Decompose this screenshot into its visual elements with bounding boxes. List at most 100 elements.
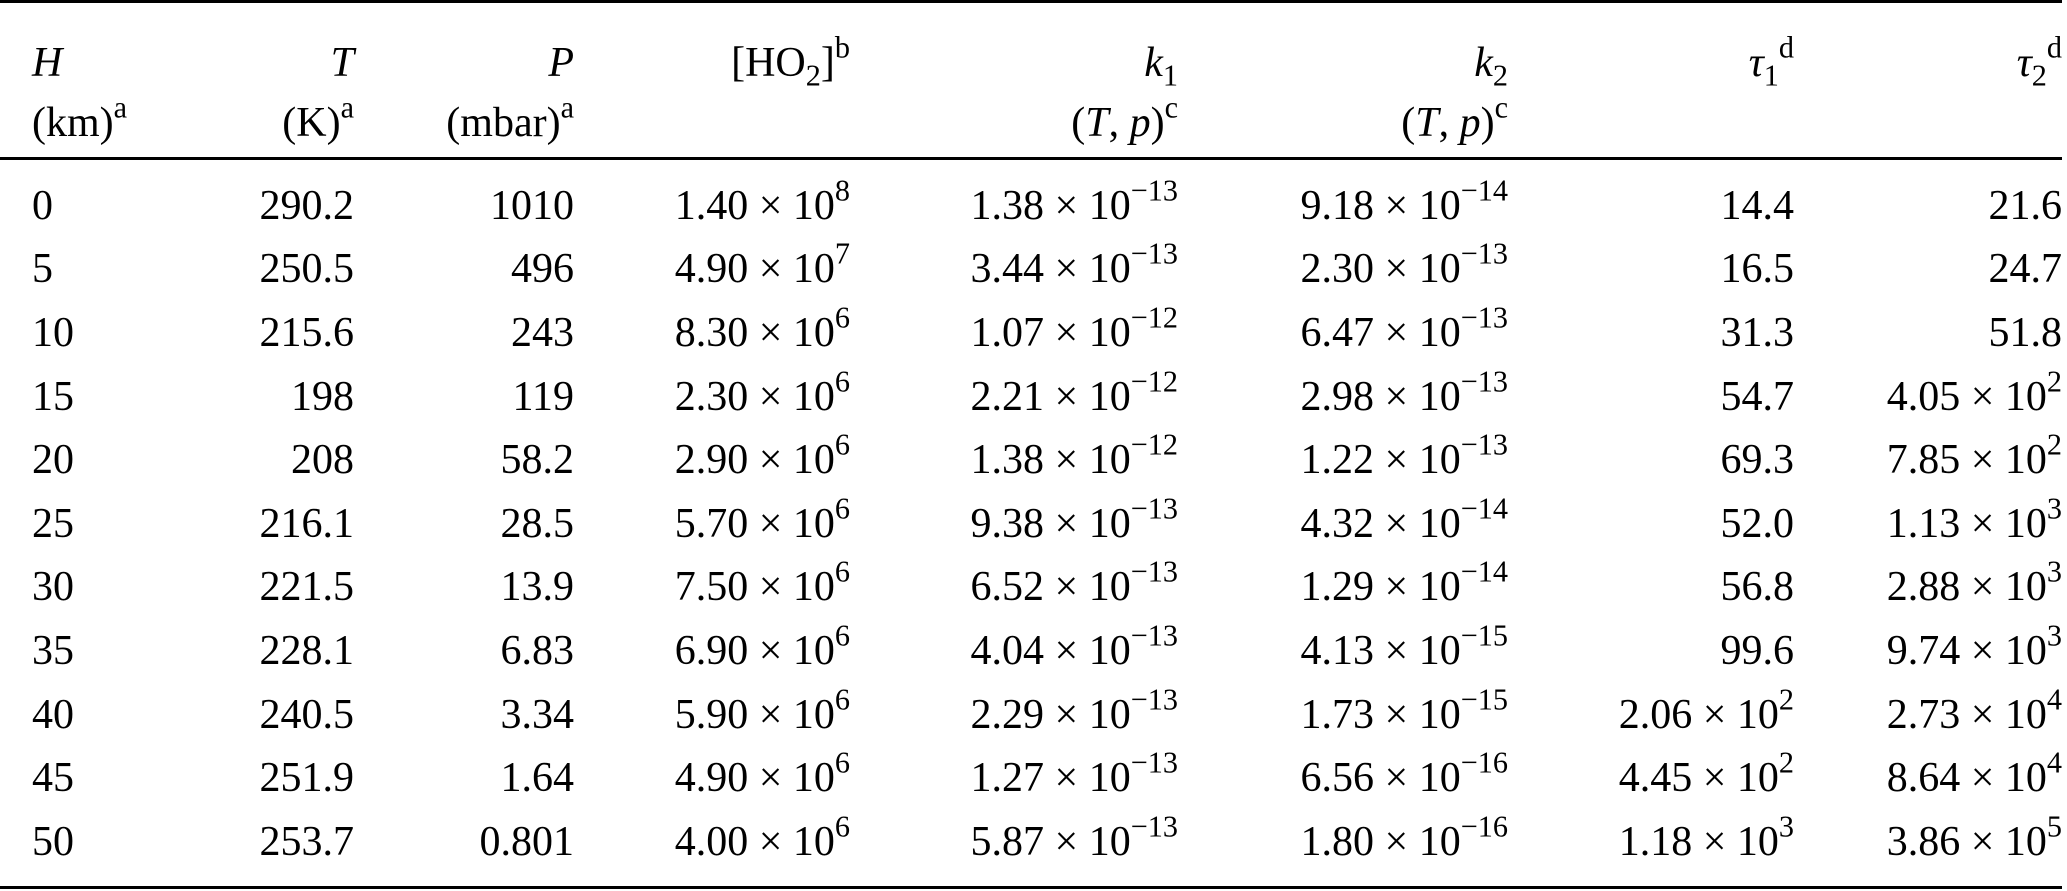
cell-k2: 6.56 × 10−16 <box>1300 745 1508 802</box>
cell-k1: 3.44 × 10−13 <box>970 236 1178 293</box>
cell-temperature: 290.2 <box>259 182 355 229</box>
cell-k1: 4.04 × 10−13 <box>970 618 1178 674</box>
cell-tau1: 1.18 × 103 <box>1618 809 1794 865</box>
cell-tau1: 56.8 <box>1720 564 1795 611</box>
table-row: 25 216.1 28.5 5.70 × 106 9.38 × 10−13 4.32 × … <box>0 492 2067 556</box>
header-pressure-unit: (mbar)a <box>446 90 574 146</box>
cell-temperature: 216.1 <box>259 500 355 547</box>
cell-temperature: 240.5 <box>259 691 355 738</box>
cell-ho2: 5.70 × 106 <box>674 491 850 547</box>
cell-k2: 1.29 × 10−14 <box>1300 554 1508 611</box>
header-tau2: τ2d <box>2016 30 2062 93</box>
table-row: 40 240.5 3.34 5.90 × 106 2.29 × 10−13 1.73 × … <box>0 683 2067 747</box>
cell-pressure: 1.64 <box>500 755 575 802</box>
table-body: 0 290.2 1010 1.40 × 108 1.38 × 10−13 9.18 × 1… <box>0 160 2067 874</box>
header-tau1: τ1d <box>1748 30 1794 93</box>
cell-pressure: 3.34 <box>500 691 575 738</box>
cell-k1: 6.52 × 10−13 <box>970 554 1178 611</box>
header-k1: k1 <box>1144 40 1178 93</box>
cell-ho2: 8.30 × 106 <box>674 300 850 356</box>
cell-ho2: 7.50 × 106 <box>674 554 850 611</box>
cell-temperature: 215.6 <box>259 309 355 356</box>
cell-k2: 2.98 × 10−13 <box>1300 363 1508 420</box>
cell-tau1: 2.06 × 102 <box>1618 681 1794 738</box>
cell-k2: 9.18 × 10−14 <box>1300 173 1508 229</box>
cell-pressure: 58.2 <box>500 437 575 484</box>
cell-k2: 6.47 × 10−13 <box>1300 300 1508 356</box>
cell-k1: 1.38 × 10−13 <box>970 173 1178 229</box>
header-ho2-unit <box>574 84 850 160</box>
header-k2-unit: (T, p)c <box>1401 90 1508 146</box>
cell-tau1: 4.45 × 102 <box>1618 745 1794 802</box>
table-row: 50 253.7 0.801 4.00 × 106 5.87 × 10−13 1.80 ×… <box>0 810 2067 874</box>
cell-altitude: 15 <box>32 373 74 420</box>
table-row: 30 221.5 13.9 7.50 × 106 6.52 × 10−13 1.29 × … <box>0 556 2067 620</box>
header-row-units: (km)a (K)a (mbar)a (T, p)c (T, p)c <box>0 84 2067 160</box>
cell-tau1: 69.3 <box>1720 437 1795 484</box>
cell-tau2: 1.13 × 103 <box>1886 491 2062 547</box>
cell-pressure: 243 <box>511 309 574 356</box>
cell-altitude: 30 <box>32 564 74 611</box>
cell-pressure: 1010 <box>490 182 574 229</box>
cell-ho2: 4.90 × 107 <box>674 236 850 293</box>
cell-ho2: 4.00 × 106 <box>674 809 850 865</box>
cell-altitude: 45 <box>32 755 74 802</box>
cell-ho2: 1.40 × 108 <box>674 173 850 229</box>
header-k1-unit: (T, p)c <box>1071 90 1178 146</box>
header-ho2: [HO2]b <box>731 30 850 93</box>
cell-tau2: 4.05 × 102 <box>1886 363 2062 420</box>
header-tau2-unit <box>1794 84 2067 160</box>
cell-k1: 1.27 × 10−13 <box>970 745 1178 802</box>
cell-k1: 1.38 × 10−12 <box>970 427 1178 484</box>
cell-tau2: 24.7 <box>1988 246 2063 293</box>
cell-altitude: 25 <box>32 500 74 547</box>
cell-tau1: 52.0 <box>1720 500 1795 547</box>
cell-k2: 1.22 × 10−13 <box>1300 427 1508 484</box>
cell-pressure: 13.9 <box>500 564 575 611</box>
cell-temperature: 253.7 <box>259 818 355 865</box>
cell-tau2: 8.64 × 104 <box>1886 745 2062 802</box>
cell-k2: 4.32 × 10−14 <box>1300 491 1508 547</box>
table-row: 45 251.9 1.64 4.90 × 106 1.27 × 10−13 6.56 × … <box>0 746 2067 810</box>
cell-altitude: 40 <box>32 691 74 738</box>
cell-k2: 4.13 × 10−15 <box>1300 618 1508 674</box>
cell-tau2: 51.8 <box>1988 309 2063 356</box>
cell-ho2: 5.90 × 106 <box>674 681 850 738</box>
header-temperature-unit: (K)a <box>282 90 354 146</box>
cell-temperature: 251.9 <box>259 755 355 802</box>
header-rule <box>0 157 2062 160</box>
cell-temperature: 221.5 <box>259 564 355 611</box>
table-row: 15 198 119 2.30 × 106 2.21 × 10−12 2.98 × 10−… <box>0 365 2067 429</box>
cell-pressure: 496 <box>511 246 574 293</box>
header-temperature: T <box>330 40 354 86</box>
table-row: 35 228.1 6.83 6.90 × 106 4.04 × 10−13 4.13 × … <box>0 619 2067 683</box>
cell-pressure: 119 <box>512 373 574 420</box>
cell-altitude: 10 <box>32 309 74 356</box>
cell-ho2: 6.90 × 106 <box>674 618 850 674</box>
cell-temperature: 208 <box>291 437 354 484</box>
top-rule <box>0 0 2062 3</box>
header-k2: k2 <box>1474 40 1508 93</box>
cell-ho2: 4.90 × 106 <box>674 745 850 802</box>
cell-tau2: 9.74 × 103 <box>1886 618 2062 674</box>
header-tau1-unit <box>1508 84 1794 160</box>
cell-k1: 1.07 × 10−12 <box>970 300 1178 356</box>
cell-k1: 9.38 × 10−13 <box>970 491 1178 547</box>
bottom-rule <box>0 886 2062 889</box>
header-altitude: H <box>32 40 63 86</box>
cell-tau1: 54.7 <box>1720 373 1795 420</box>
cell-altitude: 35 <box>32 627 74 674</box>
cell-tau2: 2.73 × 104 <box>1886 681 2062 738</box>
table-row: 10 215.6 243 8.30 × 106 1.07 × 10−12 6.47 × 1… <box>0 301 2067 365</box>
cell-k2: 1.73 × 10−15 <box>1300 681 1508 738</box>
cell-k1: 2.29 × 10−13 <box>970 681 1178 738</box>
cell-tau2: 7.85 × 102 <box>1886 427 2062 484</box>
cell-ho2: 2.90 × 106 <box>674 427 850 484</box>
cell-altitude: 0 <box>32 182 53 229</box>
cell-k1: 2.21 × 10−12 <box>970 363 1178 420</box>
cell-altitude: 50 <box>32 818 74 865</box>
cell-ho2: 2.30 × 106 <box>674 363 850 420</box>
cell-tau2: 3.86 × 105 <box>1886 809 2062 865</box>
cell-pressure: 6.83 <box>500 627 575 674</box>
